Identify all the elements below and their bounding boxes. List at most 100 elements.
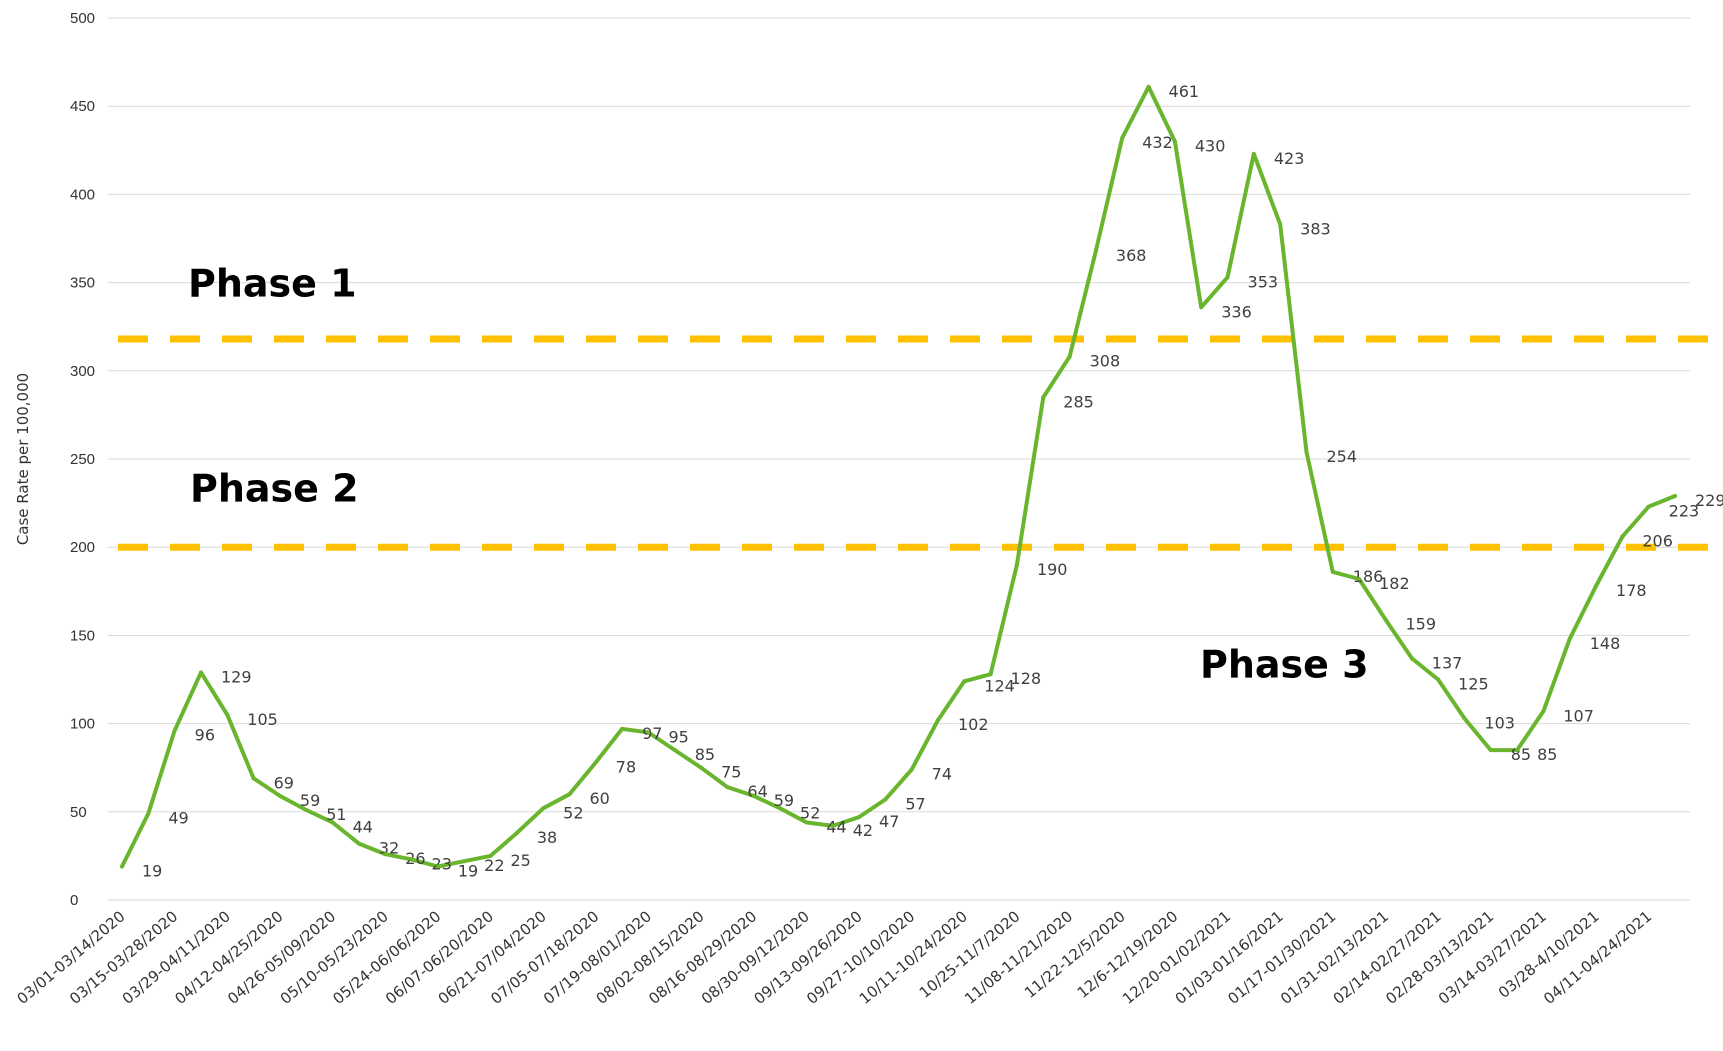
data-point — [1541, 709, 1546, 714]
data-point — [962, 679, 967, 684]
data-point — [277, 793, 282, 798]
data-point — [1330, 569, 1335, 574]
data-label: 254 — [1326, 447, 1357, 466]
data-point — [120, 864, 124, 869]
data-point — [672, 748, 677, 753]
y-tick-label: 50 — [70, 804, 87, 821]
data-label: 51 — [326, 805, 346, 824]
y-tick-label: 250 — [70, 451, 95, 468]
data-label: 125 — [1458, 675, 1489, 694]
data-label: 148 — [1590, 634, 1621, 653]
data-label: 178 — [1616, 581, 1647, 600]
data-label: 103 — [1484, 713, 1515, 732]
data-point — [1304, 449, 1309, 454]
data-point — [330, 820, 335, 825]
data-label: 74 — [932, 764, 952, 783]
series-line — [120, 84, 1677, 869]
data-label: 60 — [589, 789, 609, 808]
data-point — [1488, 748, 1493, 753]
data-label: 85 — [1511, 745, 1531, 764]
data-point — [1567, 636, 1572, 641]
data-label: 368 — [1116, 246, 1147, 265]
data-point — [435, 864, 440, 869]
data-label: 52 — [563, 803, 583, 822]
data-point — [1646, 504, 1651, 509]
data-point — [1278, 222, 1283, 227]
data-point — [804, 820, 809, 825]
data-point — [488, 853, 493, 858]
y-tick-label: 500 — [70, 10, 95, 27]
data-label: 69 — [274, 773, 294, 792]
data-label: 129 — [221, 667, 252, 686]
data-point — [935, 718, 940, 723]
data-point — [857, 815, 862, 820]
data-label: 308 — [1090, 352, 1121, 371]
data-point — [1673, 494, 1677, 499]
data-point — [778, 806, 783, 811]
data-label: 432 — [1142, 133, 1173, 152]
data-point — [514, 830, 519, 835]
data-point — [1093, 248, 1098, 253]
data-label: 26 — [405, 849, 425, 868]
y-tick-label: 100 — [70, 716, 95, 733]
data-label: 336 — [1221, 302, 1252, 321]
data-label: 95 — [668, 727, 688, 746]
data-point — [830, 823, 835, 828]
data-point — [593, 760, 598, 765]
data-point — [909, 767, 914, 772]
phase-2-label: Phase 2 — [190, 466, 359, 510]
y-tick-label: 0 — [70, 892, 78, 909]
data-label: 59 — [774, 791, 794, 810]
data-point — [883, 797, 888, 802]
y-tick-label: 150 — [70, 627, 95, 644]
data-point — [567, 792, 572, 797]
data-point — [1620, 534, 1625, 539]
y-tick-label: 400 — [70, 186, 95, 203]
data-point — [699, 765, 704, 770]
y-tick-label: 450 — [70, 98, 95, 115]
data-label: 423 — [1274, 149, 1305, 168]
data-label: 128 — [1011, 669, 1042, 688]
data-label: 75 — [721, 763, 741, 782]
data-label: 22 — [484, 856, 504, 875]
data-point — [251, 776, 256, 781]
data-label: 124 — [984, 676, 1015, 695]
data-label: 78 — [616, 757, 636, 776]
data-label: 190 — [1037, 560, 1068, 579]
data-label: 52 — [800, 803, 820, 822]
data-label: 59 — [300, 791, 320, 810]
data-point — [988, 672, 993, 677]
data-point — [409, 857, 414, 862]
data-label: 353 — [1248, 272, 1279, 291]
data-point — [225, 712, 230, 717]
data-label: 85 — [695, 745, 715, 764]
data-point — [1199, 305, 1204, 310]
data-label: 107 — [1563, 706, 1594, 725]
data-point — [1146, 84, 1151, 89]
data-label: 383 — [1300, 219, 1331, 238]
data-label: 44 — [353, 817, 373, 836]
data-label: 223 — [1669, 502, 1700, 521]
data-label: 85 — [1537, 745, 1557, 764]
data-label: 96 — [195, 726, 215, 745]
data-label: 44 — [826, 817, 846, 836]
y-tick-label: 300 — [70, 363, 95, 380]
data-label: 64 — [747, 782, 767, 801]
data-point — [1172, 139, 1177, 144]
data-point — [1357, 576, 1362, 581]
data-point — [1041, 395, 1046, 400]
data-point — [1409, 656, 1414, 661]
data-point — [462, 859, 467, 864]
data-label: 97 — [642, 724, 662, 743]
data-label: 19 — [458, 861, 478, 880]
data-point — [198, 670, 203, 675]
data-point — [304, 808, 309, 813]
data-point — [383, 852, 388, 857]
data-label: 57 — [905, 794, 925, 813]
data-point — [1120, 135, 1125, 140]
data-point — [1515, 748, 1520, 753]
data-label: 137 — [1432, 653, 1463, 672]
data-label: 285 — [1063, 392, 1094, 411]
